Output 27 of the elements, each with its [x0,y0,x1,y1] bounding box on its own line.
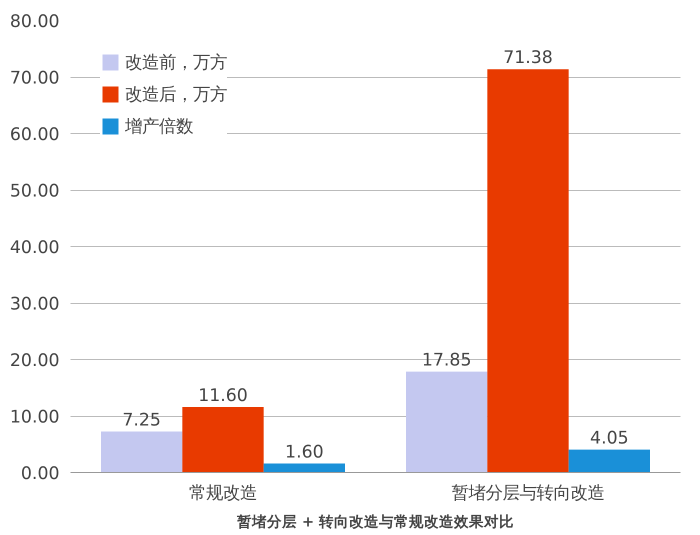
x-tick-label: 常规改造 [189,484,257,504]
text: 1.60 [285,442,324,462]
bar [568,450,650,472]
y-tick-label: 20.00 [10,351,60,371]
text: 71.38 [503,48,553,68]
bar [264,463,345,472]
y-tick-label: 60.00 [10,125,60,145]
text: 7.25 [122,410,161,431]
y-tick-label: 0.00 [20,464,60,484]
y-tick-label: 70.00 [10,68,60,88]
text: 11.60 [198,386,248,406]
bar [406,372,488,472]
x-tick-label: 暂堵分层与转向改造 [452,484,604,504]
y-tick-label: 30.00 [10,294,60,314]
legend-label: 改造后，万方 [125,84,227,106]
legend-label: 改造前，万方 [125,52,227,74]
bar [182,406,264,472]
text: 暂堵分层 + 转向改造与常规改造效果对比 [236,514,514,530]
bar [487,69,569,472]
legend-label: 增产倍数 [125,116,193,138]
bar [101,432,182,472]
y-tick-label: 40.00 [10,238,60,258]
text: 4.05 [590,428,629,449]
text: 17.85 [422,350,472,371]
y-tick-label: 10.00 [10,408,60,428]
y-tick-label: 50.00 [10,182,60,202]
y-tick-label: 80.00 [10,12,60,32]
